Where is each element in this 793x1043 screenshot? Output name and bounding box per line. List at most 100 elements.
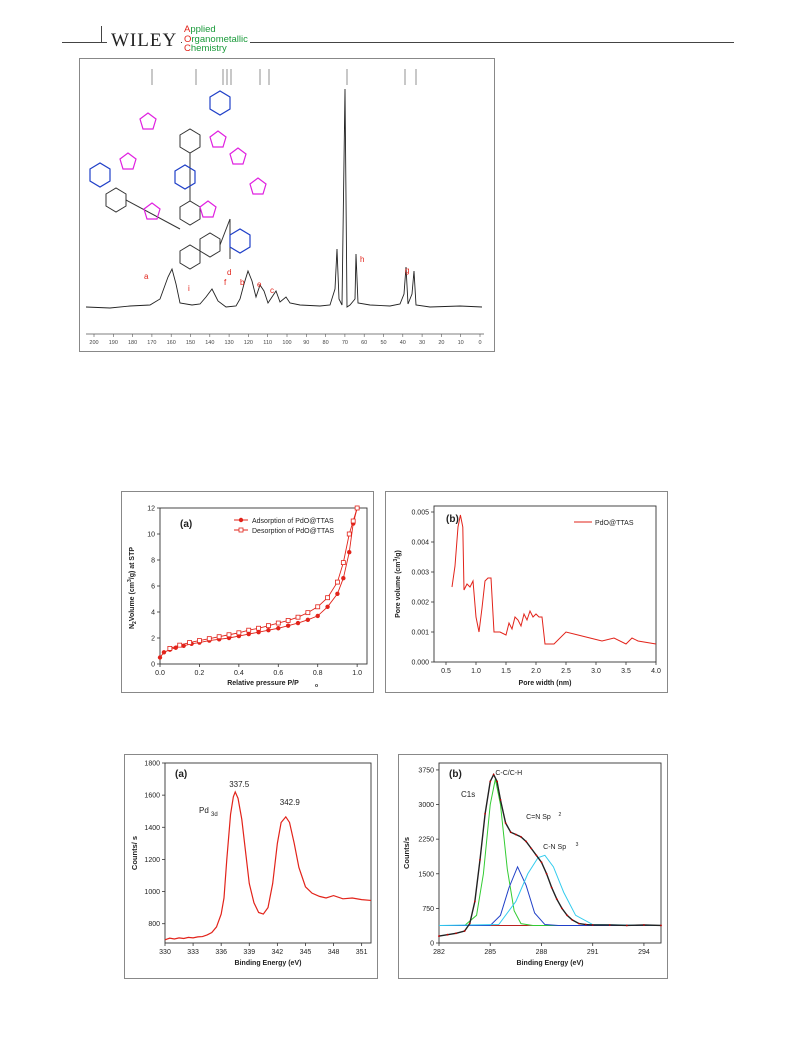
y-axis-label-text: Counts/ s [130,836,139,870]
nmr-x-tick-label: 30 [419,340,425,346]
x-tick-label: 342 [272,949,284,956]
annotation-sup: 3 [576,842,579,848]
fit-component-cn-sp2 [439,865,661,926]
plot-frame [438,762,662,944]
adsorption-point [181,643,186,648]
y-tick-label: 8 [151,558,155,565]
legend-adsorption: Adsorption of PdO@TTAS [252,518,334,525]
x-tick-label: 291 [587,949,599,956]
panel-label: (a) [175,769,187,780]
nmr-peak-label: d [227,268,231,277]
y-tick-label: 800 [148,921,160,928]
raw-data-point [520,835,522,838]
raw-data-point [608,924,611,926]
plot-frame [164,762,372,944]
y-axis-label: Pore volume (cm3/g) [393,550,402,618]
raw-data-point [561,907,563,910]
pd3d-chart: 330 333 336 339 342 345 348 351 800 1000 1200 1400 1… [130,761,372,967]
x-tick-label: 336 [215,949,227,956]
nmr-peak-label: b [240,278,245,287]
y-tick-label: 2250 [418,837,434,844]
x-tick-label: 4.0 [651,668,661,675]
annotation-sup: 2 [559,812,562,818]
y-label-sup: 3 [393,558,399,561]
x-tick-label: 294 [638,949,650,956]
adsorption-point [305,617,311,622]
raw-data-point [504,822,507,824]
y-axis-label-text: Counts/s [402,837,411,869]
x-tick-label: 0.0 [155,670,165,677]
x-tick-label: 0.8 [313,670,323,677]
nmr-x-tick-label: 170 [147,340,156,346]
fit-component-cn-sp3 [438,854,662,926]
raw-data-point [566,914,568,917]
x-tick-label: 330 [159,949,171,956]
desorption-point [226,632,232,638]
desorption-point [335,579,340,585]
element-label-sub: 3d [211,812,218,818]
y-tick-label: 0.003 [411,570,429,577]
legend-swatch-marker [238,517,244,523]
y-tick-label: 4 [151,610,155,617]
peak-annotation: 342.9 [280,798,301,807]
nmr-peak-label: g [405,266,409,275]
raw-data-point [584,923,587,926]
adsorption-point [285,623,291,628]
nmr-x-tick-label: 110 [263,340,272,346]
raw-data-point [479,859,481,861]
x-axis-label-sub: o [315,683,318,689]
nmr-x-tick-label: 100 [282,340,291,346]
legend-desorption: Desorption of PdO@TTAS [252,528,334,535]
y-label-part: Pore volume (cm [395,561,402,617]
nmr-x-tick-label: 40 [400,340,406,346]
isotherm-panel: 0.0 0.2 0.4 0.6 0.8 1.0 0 2 4 6 8 10 12 (a) Adsorption… [121,491,374,693]
nmr-x-tick-label: 70 [342,340,348,346]
x-tick-label: 1.5 [501,668,511,675]
panel-label: (b) [449,769,462,780]
raw-data-point [525,840,527,843]
desorption-point [177,642,183,648]
adsorption-point [315,613,320,619]
y-tick-label: 12 [147,506,155,513]
publisher-logo: WILEY [107,30,182,52]
desorption-point [305,610,311,616]
raw-data-point [438,935,440,937]
y-tick-label: 1200 [144,857,160,864]
y-tick-label: 2 [151,636,155,643]
plot-frame [433,505,657,663]
nmr-x-tick-label: 200 [89,340,98,346]
desorption-point [187,640,192,645]
desorption-point [236,630,242,636]
x-tick-label: 339 [243,949,255,956]
y-label-sup: 3 [127,579,133,582]
desorption-point [340,560,346,565]
adsorption-point [295,620,301,626]
nmr-peak-label: f [224,278,227,287]
raw-data-point [545,872,548,875]
raw-data-point [578,922,580,925]
y-label-part: /g) at STP [129,547,136,580]
adsorption-point [276,626,281,631]
desorption-point [315,604,321,610]
y-tick-label: 1000 [144,889,160,896]
desorption-point [266,623,271,629]
nmr-x-tick-label: 10 [458,340,464,346]
x-tick-label: 0.2 [195,670,205,677]
y-axis-label: Counts/s [402,837,411,869]
nmr-x-tick-label: 140 [205,340,214,346]
raw-data-point [660,924,662,927]
desorption-point [216,634,222,640]
peak-annotation: C-N Sp [543,844,566,851]
pd3d-panel: 330 333 336 339 342 345 348 351 800 1000 1200 1400 1… [124,754,378,979]
y-tick-label: 1500 [418,871,434,878]
y-tick-label: 0.001 [411,630,429,637]
raw-data-point [514,833,517,836]
desorption-point [346,531,352,537]
raw-data-point [484,812,487,815]
journal-name: Applied Organometallic Chemistry [182,24,250,55]
raw-data-point [591,924,594,926]
y-tick-label: 0.004 [411,540,429,547]
peak-annotation: C-C/C-H [495,770,522,777]
raw-data-point [463,930,466,932]
y-tick-label: 1400 [144,825,160,832]
